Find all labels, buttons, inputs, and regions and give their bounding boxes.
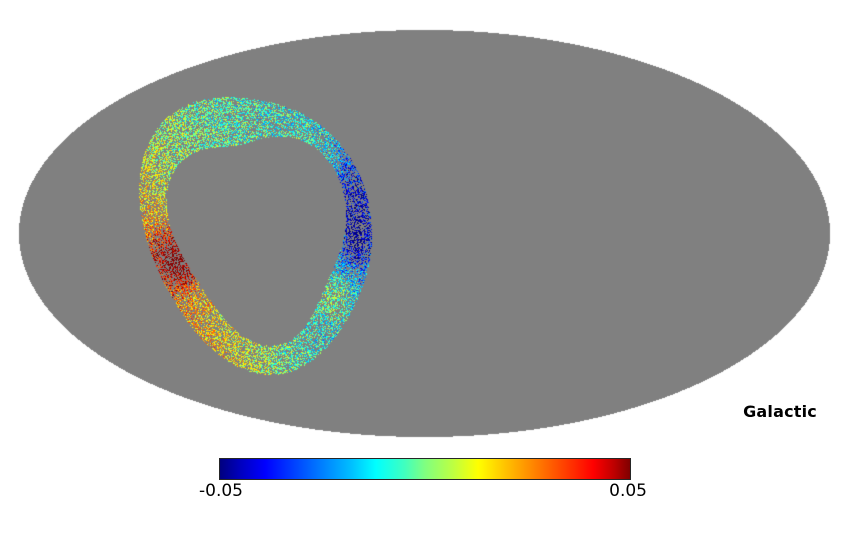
mollweide-sky-map[interactable] [0, 0, 850, 450]
sky-map-projection [0, 0, 850, 450]
colorbar-gradient[interactable] [219, 458, 631, 480]
coordinate-system-label: Galactic [743, 402, 817, 421]
colorbar-max-label: 0.05 [609, 481, 647, 501]
colorbar-min-label: -0.05 [199, 481, 243, 501]
colorbar: -0.05 0.05 [199, 458, 647, 504]
